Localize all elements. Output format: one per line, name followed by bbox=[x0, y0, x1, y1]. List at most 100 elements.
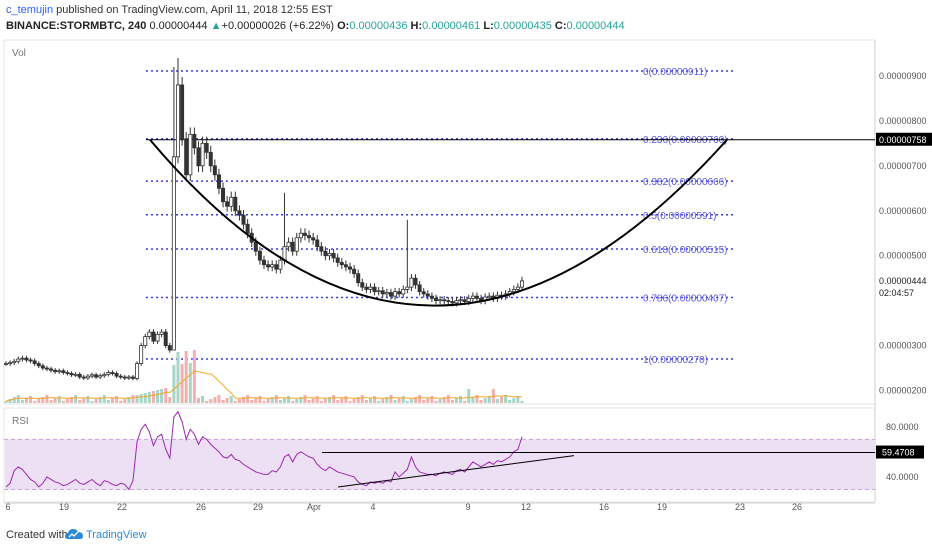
candle bbox=[77, 372, 82, 380]
volume-bar bbox=[500, 397, 504, 403]
price-axis-tick-0: 0.00000900 bbox=[879, 71, 927, 81]
candle-body bbox=[417, 284, 422, 293]
volume-bar bbox=[356, 397, 360, 403]
volume-bar bbox=[33, 401, 37, 403]
candle-body bbox=[286, 241, 291, 248]
candle-body bbox=[196, 147, 201, 167]
candle-body bbox=[405, 286, 410, 290]
candle bbox=[364, 283, 369, 294]
author-link[interactable]: c_temujin bbox=[6, 4, 54, 16]
ohlc-legend: BINANCE:STORMBTC, 240 0.00000444 ▲+0.000… bbox=[6, 20, 625, 32]
open-label: O: bbox=[337, 20, 350, 32]
volume-bar bbox=[184, 351, 188, 403]
candle-body bbox=[458, 299, 463, 302]
volume-bar bbox=[426, 398, 430, 403]
volume-bar bbox=[385, 397, 389, 403]
candle-body bbox=[36, 363, 41, 367]
fib-label-0: 0(0.00000911) bbox=[643, 67, 707, 78]
candle bbox=[98, 373, 103, 380]
volume-bar bbox=[225, 398, 229, 403]
volume-bar bbox=[323, 399, 327, 403]
candle-body bbox=[237, 210, 242, 216]
volume-bar bbox=[454, 398, 458, 403]
volume-bar bbox=[61, 401, 65, 403]
volume-bar bbox=[53, 398, 57, 403]
volume-bar bbox=[364, 400, 368, 403]
tradingview-brand[interactable]: TradingView bbox=[86, 529, 147, 541]
candle-body bbox=[376, 290, 381, 293]
price-axis-tick-5: 0.00000300 bbox=[879, 341, 927, 351]
candle bbox=[147, 329, 152, 340]
rsi-value-tag bbox=[876, 445, 924, 459]
candle bbox=[208, 145, 213, 173]
time-axis-tick-8: 12 bbox=[521, 502, 531, 512]
candle bbox=[81, 374, 86, 380]
cup-curve bbox=[149, 139, 728, 307]
candle bbox=[347, 262, 352, 274]
volume-bar bbox=[233, 401, 237, 403]
candle bbox=[130, 374, 135, 381]
candle-body bbox=[352, 268, 357, 275]
volume-bar bbox=[217, 395, 221, 403]
volume-bar bbox=[405, 401, 409, 403]
volume-bar bbox=[352, 399, 356, 403]
candle-body bbox=[327, 253, 332, 257]
candle-body bbox=[151, 331, 156, 342]
candle bbox=[409, 274, 414, 292]
chart-area[interactable]: Vol RSI 0.00000900 0.00000800 0.00000700 0.00… bbox=[0, 36, 932, 520]
candle-body bbox=[393, 291, 398, 297]
time-axis-tick-0: 6 bbox=[5, 502, 10, 512]
candle-body bbox=[257, 250, 262, 261]
candle bbox=[53, 368, 58, 374]
candle bbox=[4, 361, 9, 366]
price-axis-tick-3: 0.00000600 bbox=[879, 206, 927, 216]
candle bbox=[401, 285, 406, 298]
volume-bar bbox=[24, 398, 28, 403]
candle bbox=[368, 283, 373, 294]
volume-bar bbox=[414, 397, 418, 403]
candle bbox=[241, 209, 246, 230]
volume-bar bbox=[45, 395, 49, 403]
candle-body bbox=[85, 375, 90, 379]
candle-body bbox=[171, 156, 176, 351]
candle-body bbox=[175, 84, 180, 158]
candle-body bbox=[77, 373, 82, 378]
time-axis-tick-1: 19 bbox=[59, 502, 69, 512]
candle bbox=[356, 269, 361, 287]
volume-bar bbox=[446, 395, 450, 403]
candle bbox=[61, 368, 66, 375]
candle bbox=[397, 287, 402, 298]
candle-body bbox=[28, 359, 33, 362]
candle-body bbox=[466, 297, 471, 302]
candle bbox=[405, 219, 410, 294]
candle-body bbox=[73, 373, 78, 376]
price-pane bbox=[3, 39, 876, 405]
candle bbox=[446, 297, 451, 306]
volume-bar bbox=[221, 400, 225, 403]
candle-body bbox=[380, 290, 385, 295]
candle bbox=[339, 258, 344, 270]
candle bbox=[155, 331, 160, 344]
volume-bar bbox=[242, 397, 246, 403]
candle bbox=[143, 333, 148, 349]
volume-bar bbox=[438, 399, 442, 403]
candle bbox=[122, 374, 127, 380]
tradingview-cloud-icon bbox=[65, 529, 83, 539]
volume-bar bbox=[360, 395, 364, 403]
candle-body bbox=[32, 360, 37, 364]
candle bbox=[315, 235, 320, 252]
candle bbox=[192, 127, 197, 155]
volume-bar bbox=[8, 399, 12, 403]
candle bbox=[20, 355, 25, 362]
volume-bar bbox=[209, 399, 213, 403]
volume-bar bbox=[401, 396, 405, 403]
volume-bar bbox=[504, 395, 508, 403]
price-axis-tick-2: 0.00000700 bbox=[879, 161, 927, 171]
volume-bar bbox=[20, 400, 24, 403]
candle bbox=[343, 260, 348, 272]
volume-bar bbox=[319, 401, 323, 403]
volume-bar bbox=[192, 350, 196, 403]
candle bbox=[126, 374, 131, 380]
candle bbox=[438, 296, 443, 305]
candle bbox=[32, 358, 37, 366]
